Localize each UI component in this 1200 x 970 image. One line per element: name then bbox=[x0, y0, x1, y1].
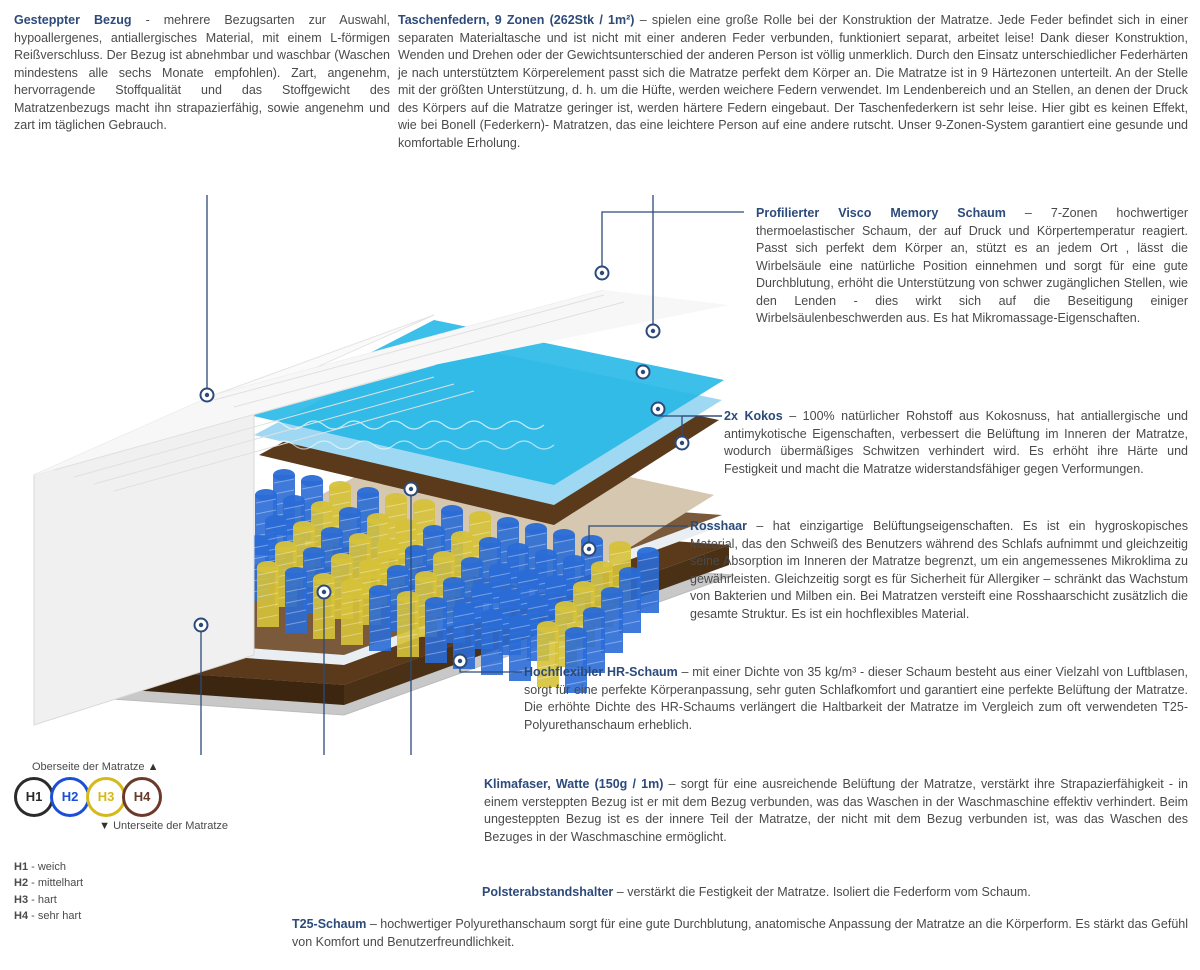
firmness-circles: H1 H2 H3 H4 bbox=[14, 777, 244, 817]
firm-code: H4 bbox=[14, 910, 28, 922]
rosshaar-text: – hat einzigartige Belüftungseigenschaft… bbox=[690, 519, 1188, 621]
bezug-title: Gesteppter Bezug bbox=[14, 13, 132, 27]
firm-code: H1 bbox=[14, 861, 28, 873]
h3-circle: H3 bbox=[86, 777, 126, 817]
t25-block: T25-Schaum – hochwertiger Polyurethansch… bbox=[292, 916, 1188, 951]
polster-block: Polsterabstandshalter – verstärkt die Fe… bbox=[482, 884, 1188, 902]
firm-row: H1 - weich bbox=[14, 859, 244, 876]
polster-text: – verstärkt die Festigkeit der Matratze.… bbox=[613, 885, 1031, 899]
t25-text: – hochwertiger Polyurethanschaum sorgt f… bbox=[292, 917, 1188, 949]
firm-row: H2 - mittelhart bbox=[14, 875, 244, 892]
kokos-title: 2x Kokos bbox=[724, 409, 783, 423]
legend-top-label: Oberseite der Matratze ▲ bbox=[32, 760, 244, 775]
legend-bottom-label: ▼ Unterseite der Matratze bbox=[14, 819, 228, 834]
klima-block: Klimafaser, Watte (150g / 1m) – sorgt fü… bbox=[484, 776, 1188, 846]
firm-code: H2 bbox=[14, 877, 28, 889]
hr-block: Hochflexibler HR-Schaum – mit einer Dich… bbox=[524, 664, 1188, 734]
taschenfedern-text: – spielen eine große Rolle bei der Konst… bbox=[398, 13, 1188, 150]
visco-block: Profilierter Visco Memory Schaum – 7-Zon… bbox=[756, 205, 1188, 328]
arrow-down-icon: ▼ bbox=[99, 820, 110, 832]
hr-title: Hochflexibler HR-Schaum bbox=[524, 665, 678, 679]
firm-row: H3 - hart bbox=[14, 892, 244, 909]
taschenfedern-block: Taschenfedern, 9 Zonen (262Stk / 1m²) – … bbox=[398, 12, 1188, 152]
firm-label: sehr hart bbox=[38, 910, 81, 922]
legend-bottom-text: Unterseite der Matratze bbox=[113, 820, 228, 832]
visco-title: Profilierter Visco Memory Schaum bbox=[756, 206, 1006, 220]
firm-label: weich bbox=[38, 861, 66, 873]
kokos-block: 2x Kokos – 100% natürlicher Rohstoff aus… bbox=[724, 408, 1188, 478]
firm-row: H4 - sehr hart bbox=[14, 908, 244, 925]
h2-circle: H2 bbox=[50, 777, 90, 817]
taschenfedern-title: Taschenfedern, 9 Zonen (262Stk / 1m²) bbox=[398, 13, 634, 27]
h1-circle: H1 bbox=[14, 777, 54, 817]
firm-label: mittelhart bbox=[38, 877, 83, 889]
firmness-list: H1 - weich H2 - mittelhart H3 - hart H4 … bbox=[14, 859, 244, 925]
arrow-up-icon: ▲ bbox=[148, 761, 159, 773]
kokos-text: – 100% natürlicher Rohstoff aus Kokosnus… bbox=[724, 409, 1188, 476]
t25-title: T25-Schaum bbox=[292, 917, 366, 931]
bezug-block: Gesteppter Bezug - mehrere Bezugsarten z… bbox=[14, 12, 390, 135]
legend-top-text: Oberseite der Matratze bbox=[32, 761, 145, 773]
firm-label: hart bbox=[38, 894, 57, 906]
visco-text: – 7-Zonen hochwertiger thermoelastischer… bbox=[756, 206, 1188, 325]
firmness-legend: Oberseite der Matratze ▲ H1 H2 H3 H4 ▼ U… bbox=[14, 760, 244, 925]
h4-circle: H4 bbox=[122, 777, 162, 817]
mattress-diagram bbox=[14, 195, 744, 725]
firm-code: H3 bbox=[14, 894, 28, 906]
bezug-text: - mehrere Bezugsarten zur Auswahl, hypoa… bbox=[14, 13, 390, 132]
klima-title: Klimafaser, Watte (150g / 1m) bbox=[484, 777, 663, 791]
polster-title: Polsterabstandshalter bbox=[482, 885, 613, 899]
rosshaar-block: Rosshaar – hat einzigartige Belüftungsei… bbox=[690, 518, 1188, 623]
rosshaar-title: Rosshaar bbox=[690, 519, 747, 533]
